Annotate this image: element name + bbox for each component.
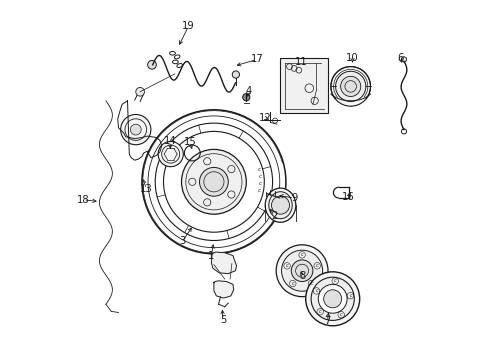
Text: 18: 18 — [77, 195, 89, 205]
Bar — [279, 58, 328, 113]
Text: c: c — [340, 312, 342, 317]
Text: c: c — [259, 181, 262, 186]
Text: 15: 15 — [183, 137, 196, 147]
Text: 12: 12 — [259, 113, 271, 123]
Circle shape — [136, 87, 144, 96]
Text: 7: 7 — [324, 316, 330, 327]
Text: c: c — [285, 263, 288, 268]
Circle shape — [181, 149, 246, 214]
Circle shape — [242, 94, 249, 101]
Text: 11: 11 — [294, 57, 307, 67]
Polygon shape — [211, 252, 236, 274]
Circle shape — [330, 67, 370, 106]
Text: 3: 3 — [179, 236, 185, 246]
Text: c: c — [310, 281, 312, 286]
Circle shape — [232, 71, 239, 78]
Text: c: c — [259, 174, 262, 179]
Circle shape — [323, 290, 341, 308]
Text: 19: 19 — [182, 21, 195, 31]
Circle shape — [318, 284, 346, 313]
Text: 2: 2 — [270, 211, 277, 221]
Text: c: c — [257, 167, 260, 172]
Polygon shape — [213, 281, 233, 298]
Text: 1: 1 — [208, 251, 214, 261]
Circle shape — [340, 76, 360, 96]
Text: c: c — [319, 309, 321, 314]
Text: 13: 13 — [140, 184, 153, 194]
Text: 5: 5 — [219, 315, 225, 325]
Text: c: c — [334, 279, 336, 283]
Text: 17: 17 — [250, 54, 263, 64]
Text: 14: 14 — [163, 136, 176, 147]
Text: 8: 8 — [298, 271, 305, 281]
Circle shape — [271, 196, 289, 214]
Circle shape — [291, 260, 312, 282]
Circle shape — [276, 245, 327, 297]
Text: 9: 9 — [290, 193, 297, 203]
Text: c: c — [316, 263, 318, 268]
Text: 10: 10 — [346, 53, 358, 63]
Text: c: c — [349, 293, 351, 298]
Text: c: c — [315, 288, 318, 293]
Circle shape — [147, 60, 156, 69]
Circle shape — [158, 141, 183, 167]
Circle shape — [281, 250, 322, 291]
Circle shape — [130, 124, 141, 135]
Circle shape — [305, 272, 359, 326]
Ellipse shape — [264, 188, 295, 222]
Text: c: c — [301, 252, 303, 257]
Circle shape — [121, 114, 151, 145]
Text: c: c — [257, 188, 260, 193]
Circle shape — [335, 71, 365, 102]
Text: 4: 4 — [245, 86, 251, 96]
Text: 16: 16 — [341, 192, 354, 202]
Circle shape — [310, 277, 354, 320]
Circle shape — [199, 167, 228, 196]
Text: c: c — [291, 281, 294, 286]
Ellipse shape — [268, 192, 292, 219]
Text: 6: 6 — [396, 53, 403, 63]
